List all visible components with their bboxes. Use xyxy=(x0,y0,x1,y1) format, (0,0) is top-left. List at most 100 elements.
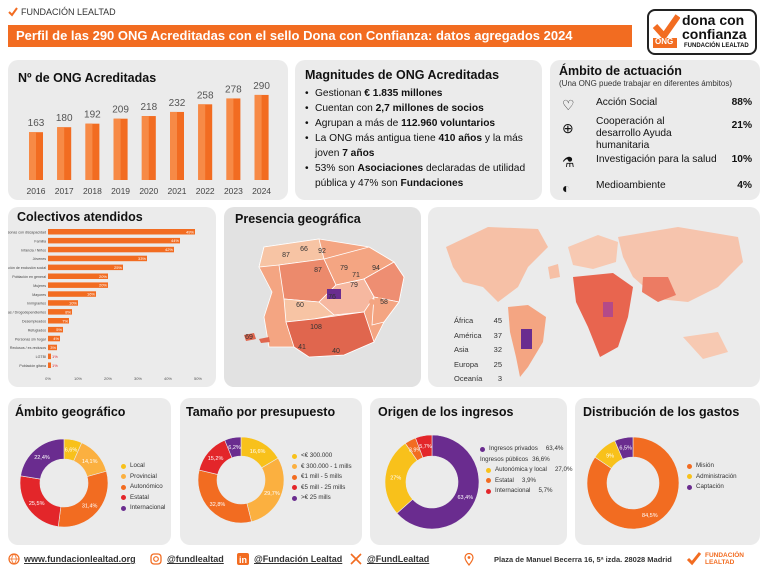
footer-linkedin-link[interactable]: @Fundación Lealtad xyxy=(254,554,343,564)
donut-slice xyxy=(586,436,680,530)
ambito-row-label: Medioambiente xyxy=(596,180,666,191)
colectivo-label: Inmigrantes xyxy=(27,302,46,306)
colectivo-label: Personas con discapacidad xyxy=(8,231,46,235)
ambito-actuacion-title: Ámbito de actuación xyxy=(559,64,682,78)
donut-label: 15,2% xyxy=(208,456,224,462)
x-icon xyxy=(350,553,362,565)
seal-logo: ONG dona con confianza FUNDACIÓN LEALTAD xyxy=(647,9,757,55)
colectivo-bar xyxy=(48,237,180,244)
legend-label: Provincial xyxy=(130,472,157,480)
colectivo-tick: 30% xyxy=(134,376,142,381)
colectivo-tick: 20% xyxy=(104,376,112,381)
location-pin-icon xyxy=(464,553,474,566)
legend-group-value: 36,6% xyxy=(532,455,550,463)
continent-value: 45 xyxy=(493,316,502,325)
ong-bar-highlight xyxy=(113,118,121,180)
footer-web-link[interactable]: www.fundacionlealtad.org xyxy=(24,554,136,564)
colectivo-value: 49% xyxy=(186,229,194,234)
legend-item: €1 mill - 5 mills xyxy=(292,472,352,483)
ambito-geo-title: Ámbito geográfico xyxy=(15,405,126,419)
ong-count-title: Nº de ONG Acreditadas xyxy=(18,71,157,85)
legend-label: Ingresos privados xyxy=(489,445,538,452)
donut-slice xyxy=(224,436,242,459)
region-value: 79 xyxy=(350,282,358,289)
ong-year-label: 2016 xyxy=(27,186,46,196)
colectivo-value: 1% xyxy=(52,363,58,368)
colectivo-value: 16% xyxy=(87,292,95,297)
colectivo-value: 8% xyxy=(65,309,71,314)
colectivo-label: Personas en situación de exclusión socia… xyxy=(8,266,46,270)
donut-slice xyxy=(57,470,109,528)
legend-item: Internacional 5,7% xyxy=(480,486,572,497)
footer-instagram[interactable]: @fundlealtad xyxy=(150,553,224,565)
ong-bar-value: 163 xyxy=(28,118,45,129)
colectivo-label: Refugiados xyxy=(28,328,46,332)
legend-group-label: Ingresos públicos xyxy=(480,455,529,463)
footer-linkedin[interactable]: in @Fundación Lealtad xyxy=(237,553,342,565)
legend-swatch xyxy=(292,464,297,470)
colectivo-label: Población en general xyxy=(12,275,46,279)
footer-x[interactable]: @FundLealtad xyxy=(350,553,429,565)
legend-swatch xyxy=(121,484,126,490)
footer-instagram-link[interactable]: @fundlealtad xyxy=(167,554,224,564)
donut-label: 6,5% xyxy=(619,446,632,452)
donut-label: 32,8% xyxy=(210,502,226,508)
legend-swatch xyxy=(687,474,692,480)
legend-swatch xyxy=(121,495,126,501)
region-value: 94 xyxy=(372,265,380,272)
donut-label: 31,4% xyxy=(82,503,98,509)
colectivo-label: Mayores xyxy=(32,293,46,297)
colectivo-bar xyxy=(48,300,78,306)
region-value: 60 xyxy=(296,302,304,309)
ong-bar-value: 180 xyxy=(56,113,73,124)
legend-item: Misión xyxy=(687,461,737,472)
continent-row: América 37 xyxy=(454,329,502,344)
continent-value: 3 xyxy=(497,374,502,383)
continent-name: Asia xyxy=(454,345,469,354)
footer-x-link[interactable]: @FundLealtad xyxy=(367,554,430,564)
donut-label: 27% xyxy=(390,476,401,482)
continent-row: Europa 25 xyxy=(454,358,502,373)
region-value: 87 xyxy=(314,267,322,274)
hands-heart-icon: ♡ xyxy=(562,97,575,113)
region-value: 108 xyxy=(310,324,322,331)
colectivo-value: 10% xyxy=(69,301,77,306)
donut-label: 3,9% xyxy=(409,448,422,454)
colectivo-label: Personas sin hogar xyxy=(15,337,47,341)
colectivo-bar xyxy=(48,335,60,342)
ambito-row-pct: 88% xyxy=(731,97,752,108)
region-value: 40 xyxy=(332,348,340,355)
globe-icon xyxy=(8,553,20,565)
colectivos-chart: Personas con discapacidad 49% Familia 44% In… xyxy=(8,229,202,381)
magnitude-item: La ONG más antigua tiene 410 años y la m… xyxy=(305,131,535,161)
continent-name: Oceanía xyxy=(454,374,483,383)
colectivo-value: 5% xyxy=(56,327,62,332)
legend-label: Administración xyxy=(696,472,737,480)
colectivos-card xyxy=(8,207,216,387)
colectivo-bar xyxy=(48,318,69,324)
tamano-donut: 16,6% 29,7% 32,8% 15,2% 6,2% xyxy=(197,436,285,524)
ong-bar-highlight xyxy=(57,127,65,180)
region-value: 69 xyxy=(245,334,253,341)
ambito-row-label: Cooperación al desarrollo Ayuda humanita… xyxy=(596,116,672,151)
continent-row: Oceanía 3 xyxy=(454,372,502,387)
ambito-row-pct: 21% xyxy=(731,120,752,131)
continent-name: Europa xyxy=(454,359,479,369)
legend-swatch xyxy=(121,505,126,511)
ambito-geo-donut: 6,6% 14,1% 31,4% 25,5% 22,4% xyxy=(19,438,109,528)
colectivo-tick: 10% xyxy=(74,376,82,381)
ong-bar-highlight xyxy=(198,104,206,180)
colectivo-bar xyxy=(48,255,147,262)
donut-label: 9% xyxy=(606,453,614,459)
tamano-legend: <€ 300.000 € 300.000 - 1 mills €1 mill - 5… xyxy=(292,451,352,504)
colectivo-bar xyxy=(48,229,195,235)
colectivo-value: 20% xyxy=(99,283,107,288)
legend-swatch xyxy=(292,485,297,491)
ong-year-label: 2020 xyxy=(139,186,158,196)
gastos-legend: Misión Administración Captación xyxy=(687,461,737,493)
footer-web[interactable]: www.fundacionlealtad.org xyxy=(8,553,136,565)
legend-swatch xyxy=(486,488,491,494)
ambito-actuacion-card xyxy=(550,60,760,200)
colectivo-tick: 0% xyxy=(45,376,51,381)
region-value: 79 xyxy=(340,265,348,272)
